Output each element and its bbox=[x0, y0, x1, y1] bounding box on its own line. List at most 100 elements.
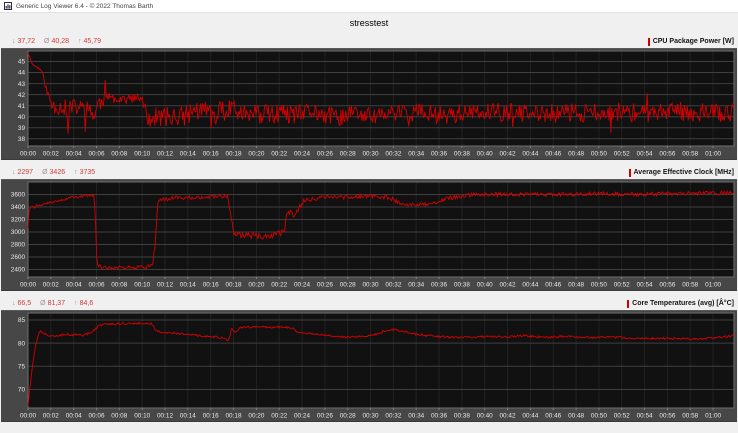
svg-text:00:00: 00:00 bbox=[20, 413, 36, 420]
svg-text:00:50: 00:50 bbox=[591, 282, 607, 289]
stat-max-value: 3735 bbox=[79, 169, 96, 176]
svg-text:38: 38 bbox=[18, 136, 26, 143]
svg-text:00:16: 00:16 bbox=[203, 413, 219, 420]
svg-text:00:20: 00:20 bbox=[248, 151, 264, 158]
svg-text:00:54: 00:54 bbox=[637, 282, 653, 289]
svg-text:00:54: 00:54 bbox=[637, 413, 653, 420]
chart-legend: Core Temperatures (avg) [Â°C] bbox=[627, 299, 734, 308]
chart-header-core-temperatures: ↓ 66,5 Ø 81,37 ↑ 84,6 Core Temperatures … bbox=[0, 297, 738, 310]
svg-text:00:52: 00:52 bbox=[614, 151, 630, 158]
svg-text:00:44: 00:44 bbox=[522, 282, 538, 289]
svg-text:00:38: 00:38 bbox=[454, 151, 470, 158]
svg-text:00:42: 00:42 bbox=[500, 151, 516, 158]
chart-plot-area: 00:00 00:02 00:04 00:06 00:08 00:10 00:12 00:14… bbox=[1, 310, 737, 422]
svg-text:00:12: 00:12 bbox=[157, 413, 173, 420]
max-arrow-icon: ↑ bbox=[74, 169, 78, 176]
svg-text:00:28: 00:28 bbox=[340, 282, 356, 289]
svg-text:00:46: 00:46 bbox=[545, 413, 561, 420]
svg-text:00:08: 00:08 bbox=[111, 413, 127, 420]
svg-text:00:36: 00:36 bbox=[431, 151, 447, 158]
svg-text:00:14: 00:14 bbox=[180, 282, 196, 289]
svg-text:00:38: 00:38 bbox=[454, 413, 470, 420]
svg-text:00:30: 00:30 bbox=[363, 151, 379, 158]
svg-text:00:06: 00:06 bbox=[89, 282, 105, 289]
svg-text:00:58: 00:58 bbox=[682, 151, 698, 158]
page-title: stresstest bbox=[349, 18, 389, 28]
svg-text:00:32: 00:32 bbox=[385, 151, 401, 158]
svg-text:00:40: 00:40 bbox=[477, 151, 493, 158]
svg-text:00:28: 00:28 bbox=[340, 151, 356, 158]
svg-text:00:46: 00:46 bbox=[545, 282, 561, 289]
svg-text:01:00: 01:00 bbox=[705, 282, 721, 289]
svg-text:40: 40 bbox=[18, 114, 26, 121]
stat-avg: Ø 3426 bbox=[42, 169, 65, 176]
svg-text:75: 75 bbox=[18, 364, 26, 371]
svg-text:00:32: 00:32 bbox=[385, 282, 401, 289]
svg-text:00:02: 00:02 bbox=[43, 413, 59, 420]
chart-header-cpu-package-power: ↓ 37,72 Ø 40,28 ↑ 45,79 CPU Package Powe… bbox=[0, 35, 738, 48]
svg-text:44: 44 bbox=[18, 70, 26, 77]
svg-text:39: 39 bbox=[18, 125, 26, 132]
svg-text:00:50: 00:50 bbox=[591, 413, 607, 420]
min-arrow-icon: ↓ bbox=[12, 300, 16, 307]
svg-text:00:34: 00:34 bbox=[408, 151, 424, 158]
stat-avg: Ø 40,28 bbox=[44, 38, 69, 45]
svg-text:00:06: 00:06 bbox=[89, 151, 105, 158]
svg-text:00:22: 00:22 bbox=[271, 151, 287, 158]
svg-text:00:46: 00:46 bbox=[545, 151, 561, 158]
svg-text:00:02: 00:02 bbox=[43, 282, 59, 289]
svg-text:00:10: 00:10 bbox=[134, 151, 150, 158]
svg-text:00:20: 00:20 bbox=[248, 282, 264, 289]
svg-text:00:24: 00:24 bbox=[294, 282, 310, 289]
svg-text:00:16: 00:16 bbox=[203, 282, 219, 289]
svg-text:00:00: 00:00 bbox=[20, 151, 36, 158]
legend-color-bar-icon bbox=[628, 168, 631, 177]
stat-avg-value: 40,28 bbox=[51, 38, 70, 45]
svg-text:2600: 2600 bbox=[11, 254, 26, 261]
stat-max: ↑ 45,79 bbox=[78, 38, 101, 45]
svg-text:00:32: 00:32 bbox=[385, 413, 401, 420]
svg-text:3400: 3400 bbox=[11, 204, 26, 211]
min-arrow-icon: ↓ bbox=[12, 38, 16, 45]
chart-legend: Average Effective Clock [MHz] bbox=[628, 168, 734, 177]
svg-text:00:58: 00:58 bbox=[682, 413, 698, 420]
svg-text:3200: 3200 bbox=[11, 217, 26, 224]
chart-stats: ↓ 66,5 Ø 81,37 ↑ 84,6 bbox=[12, 300, 102, 307]
app-icon bbox=[4, 2, 12, 10]
stat-min-value: 66,5 bbox=[17, 300, 32, 307]
svg-text:00:22: 00:22 bbox=[271, 282, 287, 289]
core-temperatures-chart-canvas[interactable]: 00:00 00:02 00:04 00:06 00:08 00:10 00:12 00:14… bbox=[1, 311, 737, 421]
svg-text:00:22: 00:22 bbox=[271, 413, 287, 420]
chart-plot-area: 00:00 00:02 00:04 00:06 00:08 00:10 00:12 00:14… bbox=[1, 48, 737, 160]
svg-text:00:26: 00:26 bbox=[317, 282, 333, 289]
svg-text:00:40: 00:40 bbox=[477, 282, 493, 289]
cpu-package-power-chart-canvas[interactable]: 00:00 00:02 00:04 00:06 00:08 00:10 00:12 00:14… bbox=[1, 49, 737, 159]
legend-color-bar-icon bbox=[647, 37, 650, 46]
stat-avg-value: 81,37 bbox=[47, 300, 66, 307]
svg-text:00:14: 00:14 bbox=[180, 413, 196, 420]
legend-color-bar-icon bbox=[627, 299, 630, 308]
svg-text:00:04: 00:04 bbox=[66, 413, 82, 420]
stat-avg-value: 3426 bbox=[49, 169, 66, 176]
chart-plot-area: 00:00 00:02 00:04 00:06 00:08 00:10 00:12 00:14… bbox=[1, 179, 737, 291]
svg-text:00:48: 00:48 bbox=[568, 413, 584, 420]
svg-text:00:44: 00:44 bbox=[522, 413, 538, 420]
average-effective-clock-chart-canvas[interactable]: 00:00 00:02 00:04 00:06 00:08 00:10 00:12 00:14… bbox=[1, 180, 737, 290]
svg-text:00:34: 00:34 bbox=[408, 413, 424, 420]
svg-text:00:14: 00:14 bbox=[180, 151, 196, 158]
svg-text:00:18: 00:18 bbox=[226, 151, 242, 158]
svg-text:00:30: 00:30 bbox=[363, 413, 379, 420]
stat-max: ↑ 84,6 bbox=[74, 300, 93, 307]
svg-text:00:52: 00:52 bbox=[614, 282, 630, 289]
avg-icon: Ø bbox=[44, 38, 50, 45]
svg-text:00:04: 00:04 bbox=[66, 282, 82, 289]
svg-text:00:50: 00:50 bbox=[591, 151, 607, 158]
svg-text:00:10: 00:10 bbox=[134, 413, 150, 420]
avg-icon: Ø bbox=[42, 169, 48, 176]
svg-text:00:30: 00:30 bbox=[363, 282, 379, 289]
svg-text:00:40: 00:40 bbox=[477, 413, 493, 420]
svg-text:00:08: 00:08 bbox=[111, 282, 127, 289]
svg-text:01:00: 01:00 bbox=[705, 151, 721, 158]
stat-max-value: 45,79 bbox=[83, 38, 102, 45]
svg-text:00:56: 00:56 bbox=[659, 413, 675, 420]
